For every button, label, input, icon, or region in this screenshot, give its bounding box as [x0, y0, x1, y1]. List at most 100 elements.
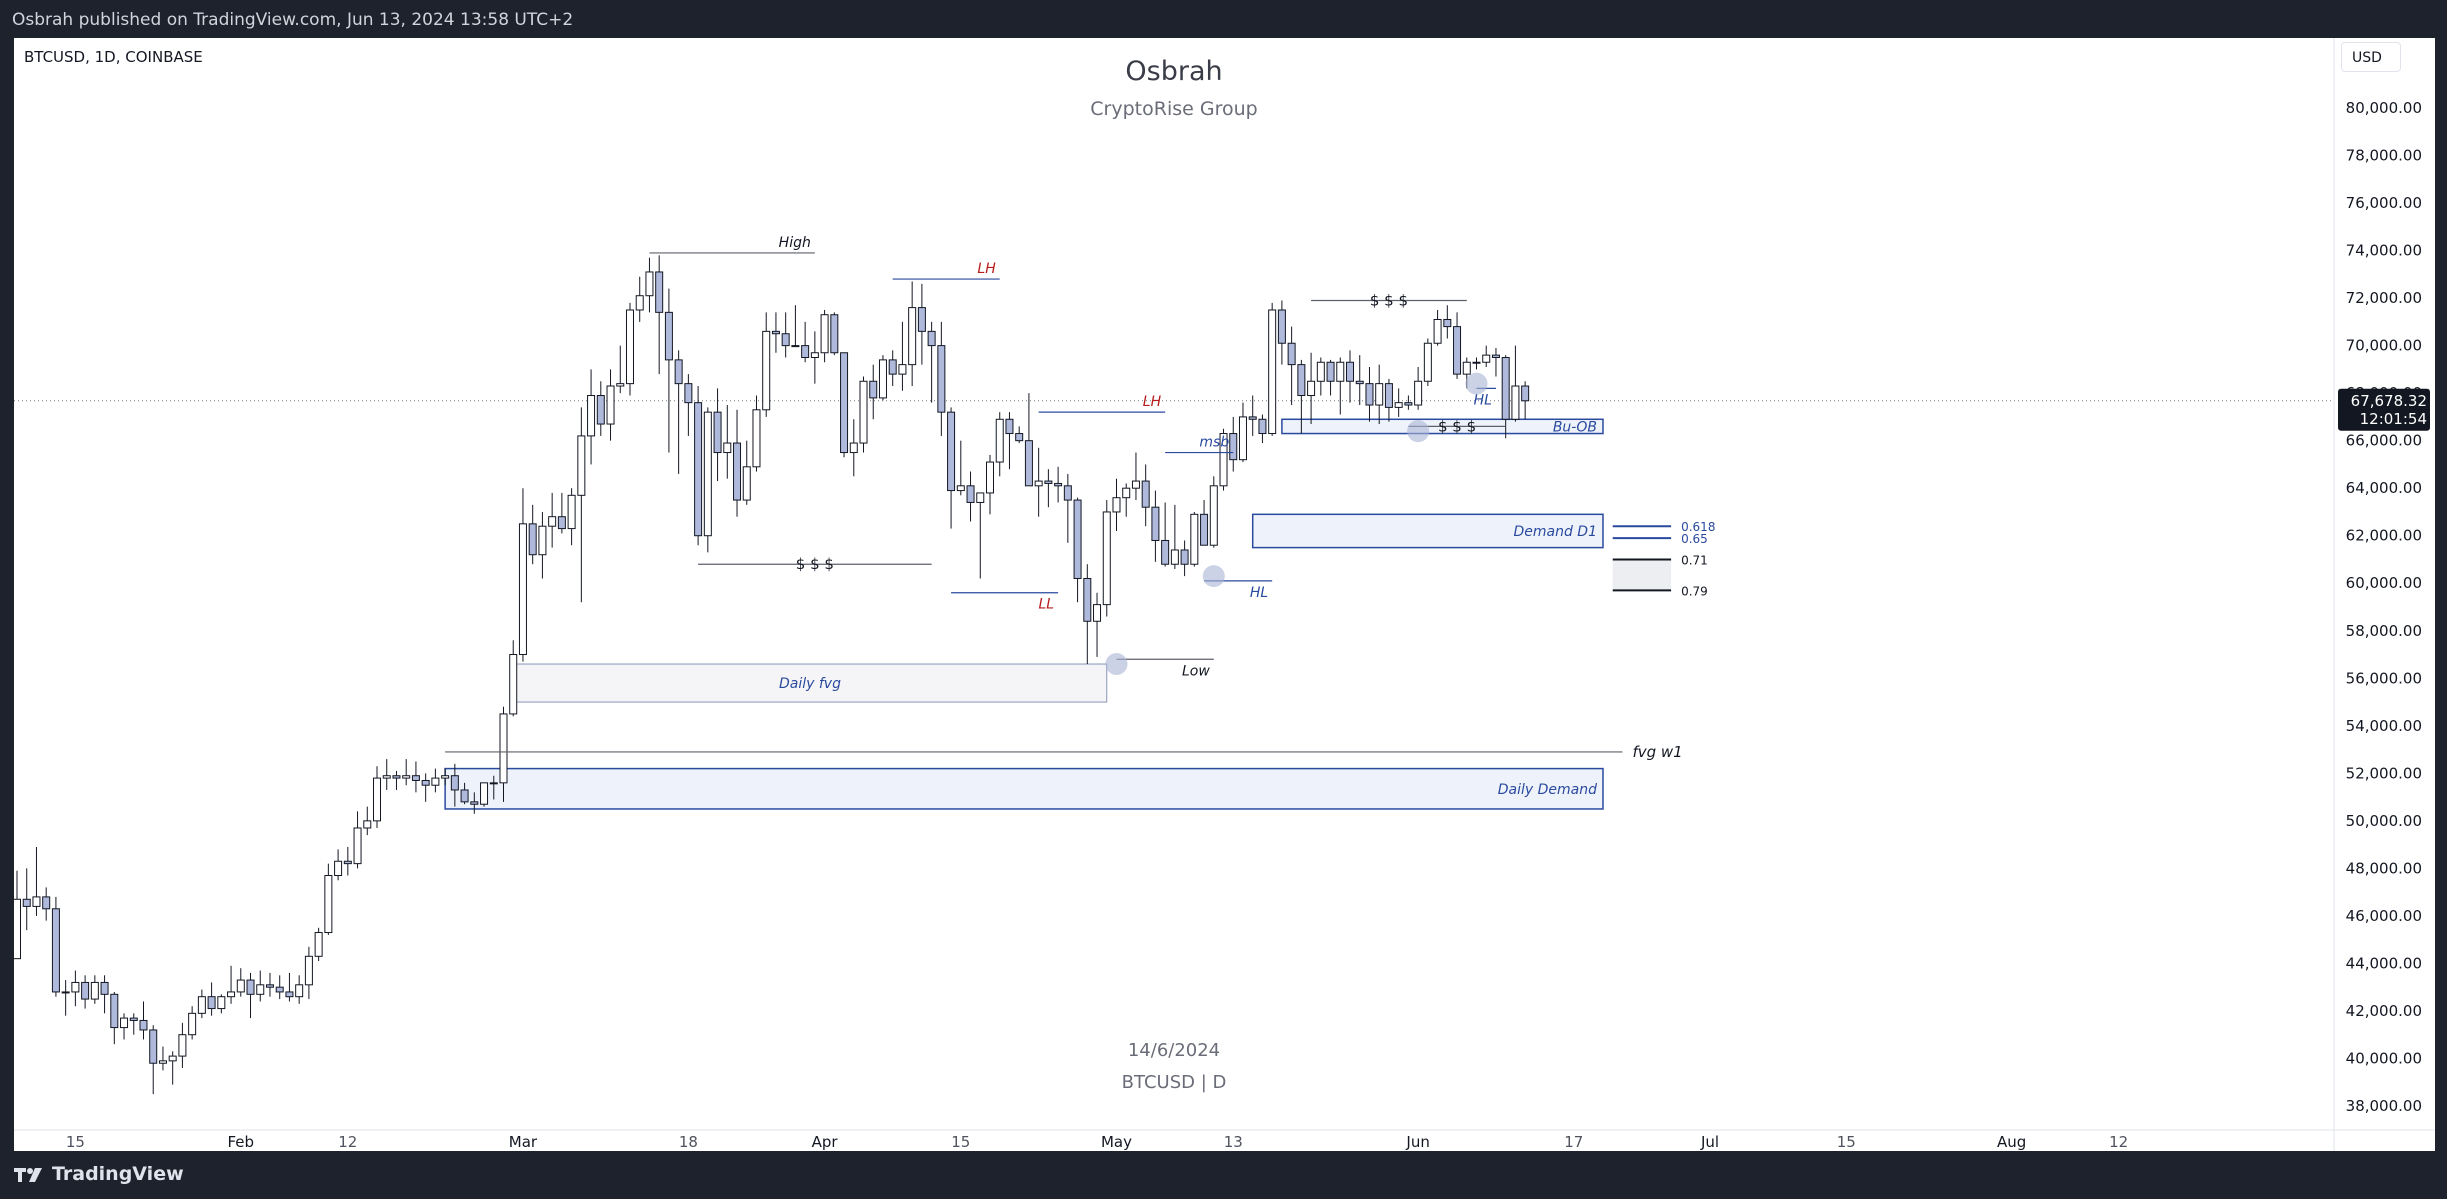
- candle-body[interactable]: [178, 1034, 187, 1057]
- candle-body[interactable]: [168, 1055, 177, 1062]
- candle-body[interactable]: [1161, 539, 1170, 565]
- candle-body[interactable]: [1170, 549, 1179, 565]
- candle-body[interactable]: [528, 523, 537, 556]
- candle-body[interactable]: [1112, 497, 1121, 513]
- candle-body[interactable]: [188, 1012, 197, 1036]
- candle-body[interactable]: [888, 359, 897, 375]
- candle-body[interactable]: [1141, 480, 1150, 508]
- candle-body[interactable]: [567, 494, 576, 530]
- candle-body[interactable]: [382, 775, 391, 779]
- candle-body[interactable]: [1219, 433, 1228, 487]
- candle-body[interactable]: [986, 461, 994, 494]
- candle-body[interactable]: [1151, 506, 1160, 541]
- candle-body[interactable]: [801, 345, 810, 359]
- candle-body[interactable]: [635, 295, 644, 311]
- candle-body[interactable]: [1482, 354, 1491, 363]
- candle-body[interactable]: [149, 1029, 158, 1064]
- candle-body[interactable]: [265, 984, 274, 988]
- candle-body[interactable]: [1307, 380, 1316, 397]
- candle-body[interactable]: [441, 775, 450, 779]
- candle-body[interactable]: [1054, 482, 1063, 487]
- candle-body[interactable]: [1180, 549, 1189, 565]
- candle-body[interactable]: [771, 330, 780, 335]
- candle-body[interactable]: [810, 352, 819, 359]
- candle-body[interactable]: [324, 875, 333, 934]
- candle-body[interactable]: [421, 779, 430, 786]
- candle-body[interactable]: [645, 271, 654, 297]
- zone-rect[interactable]: [512, 663, 1108, 703]
- candle-body[interactable]: [1034, 480, 1043, 487]
- candle-body[interactable]: [402, 775, 411, 779]
- candle-body[interactable]: [1384, 383, 1393, 408]
- candle-body[interactable]: [1491, 354, 1500, 359]
- candle-body[interactable]: [90, 981, 99, 1000]
- candle-body[interactable]: [158, 1060, 167, 1064]
- candle-body[interactable]: [1102, 511, 1111, 606]
- candle-body[interactable]: [489, 782, 498, 785]
- candle-body[interactable]: [32, 896, 41, 907]
- candle-body[interactable]: [1248, 416, 1257, 420]
- candle-body[interactable]: [110, 993, 119, 1029]
- candle-body[interactable]: [470, 801, 479, 805]
- candle-body[interactable]: [606, 385, 615, 425]
- candle-body[interactable]: [674, 359, 683, 385]
- candle-body[interactable]: [1268, 309, 1277, 435]
- candle-body[interactable]: [139, 1019, 148, 1031]
- candle-body[interactable]: [246, 979, 255, 995]
- candle-body[interactable]: [373, 777, 382, 822]
- candle-body[interactable]: [1443, 318, 1452, 328]
- candle-body[interactable]: [1462, 361, 1471, 375]
- candle-body[interactable]: [304, 955, 313, 986]
- candle-body[interactable]: [217, 996, 226, 1010]
- candle-body[interactable]: [733, 442, 742, 501]
- candle-body[interactable]: [1200, 513, 1209, 546]
- candle-body[interactable]: [956, 485, 965, 492]
- candle-body[interactable]: [1005, 418, 1014, 435]
- candle-body[interactable]: [966, 485, 975, 503]
- candle-body[interactable]: [1024, 440, 1033, 487]
- candle-body[interactable]: [227, 991, 236, 998]
- candle-body[interactable]: [684, 383, 693, 404]
- candle-body[interactable]: [1015, 433, 1024, 442]
- candle-body[interactable]: [285, 991, 294, 998]
- candle-body[interactable]: [343, 860, 352, 865]
- candle-body[interactable]: [1521, 385, 1530, 402]
- candle-body[interactable]: [898, 364, 907, 375]
- candle-body[interactable]: [1423, 342, 1432, 382]
- candle-body[interactable]: [71, 981, 80, 993]
- candle-body[interactable]: [450, 775, 459, 791]
- candle-body[interactable]: [703, 411, 712, 537]
- candle-body[interactable]: [1063, 485, 1072, 501]
- candle-body[interactable]: [587, 395, 596, 437]
- candle-body[interactable]: [1190, 513, 1199, 565]
- liquidity-marker[interactable]: [1465, 372, 1488, 395]
- candle-body[interactable]: [625, 309, 634, 385]
- candle-body[interactable]: [1122, 487, 1131, 499]
- candle-body[interactable]: [1083, 577, 1092, 622]
- candle-body[interactable]: [460, 789, 469, 803]
- candle-body[interactable]: [1501, 357, 1510, 420]
- candle-body[interactable]: [295, 984, 304, 998]
- candle-body[interactable]: [207, 996, 216, 1010]
- candle-body[interactable]: [411, 775, 420, 781]
- candle-body[interactable]: [51, 908, 60, 993]
- candle-body[interactable]: [577, 435, 586, 496]
- candle-body[interactable]: [256, 984, 265, 995]
- candle-body[interactable]: [499, 713, 508, 784]
- candle-body[interactable]: [762, 330, 771, 411]
- candle-body[interactable]: [100, 981, 109, 995]
- candle-body[interactable]: [849, 442, 858, 454]
- candle-body[interactable]: [1287, 342, 1296, 366]
- candle-body[interactable]: [859, 380, 868, 444]
- candle-body[interactable]: [752, 409, 761, 468]
- candle-body[interactable]: [334, 860, 343, 877]
- candle-body[interactable]: [1472, 361, 1481, 364]
- candle-body[interactable]: [363, 820, 372, 829]
- candle-body[interactable]: [596, 395, 605, 425]
- candle-body[interactable]: [1326, 361, 1335, 382]
- candle-body[interactable]: [431, 777, 440, 786]
- candle-body[interactable]: [81, 981, 90, 1000]
- candle-body[interactable]: [995, 418, 1004, 463]
- candle-body[interactable]: [42, 896, 51, 910]
- liquidity-marker[interactable]: [1105, 653, 1128, 676]
